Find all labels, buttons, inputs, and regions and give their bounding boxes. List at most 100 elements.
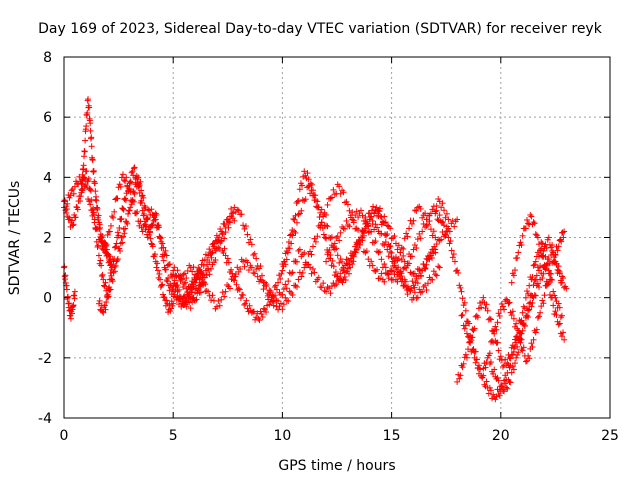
data-point-marker [522, 314, 529, 321]
data-point-marker [320, 280, 327, 287]
data-point-marker [120, 226, 127, 233]
data-point-marker [307, 190, 314, 197]
data-point-marker [140, 194, 147, 201]
data-point-marker [131, 164, 138, 171]
data-point-marker [323, 235, 330, 242]
data-point-marker [539, 297, 546, 304]
data-point-marker [288, 270, 295, 277]
data-point-marker [509, 308, 516, 315]
data-point-marker [555, 243, 562, 250]
data-point-marker [550, 302, 557, 309]
data-point-marker [457, 284, 464, 291]
data-point-marker [221, 293, 228, 300]
data-point-marker [197, 289, 204, 296]
data-point-marker [278, 270, 285, 277]
data-point-marker [513, 320, 520, 327]
data-point-marker [558, 238, 565, 245]
data-point-marker [326, 247, 333, 254]
data-point-marker [502, 380, 509, 387]
data-point-marker [159, 281, 166, 288]
data-point-marker [522, 358, 529, 365]
data-point-marker [189, 299, 196, 306]
data-point-marker [277, 275, 284, 282]
data-point-marker [467, 338, 474, 345]
data-point-marker [416, 266, 423, 273]
data-point-marker [330, 263, 337, 270]
data-point-marker [539, 274, 546, 281]
data-point-marker [433, 207, 440, 214]
data-point-marker [169, 286, 176, 293]
data-point-marker [498, 357, 505, 364]
data-point-marker [556, 269, 563, 276]
data-point-marker [515, 349, 522, 356]
data-point-marker [114, 195, 121, 202]
data-point-marker [208, 254, 215, 261]
data-point-marker [505, 351, 512, 358]
data-point-marker [406, 225, 413, 232]
data-point-marker [425, 253, 431, 260]
data-point-marker [376, 205, 383, 212]
data-point-marker [524, 216, 531, 223]
data-point-marker [504, 385, 511, 392]
data-point-marker [308, 251, 315, 258]
series-t10 [323, 195, 452, 285]
data-point-marker [158, 282, 165, 289]
data-point-marker [121, 196, 128, 203]
data-point-marker [346, 270, 353, 277]
data-point-marker [219, 289, 226, 296]
data-point-marker [445, 234, 452, 241]
data-point-marker [530, 262, 537, 269]
data-point-marker [327, 290, 334, 297]
data-point-marker [336, 276, 343, 283]
data-point-marker [144, 234, 151, 241]
data-point-marker [275, 279, 282, 286]
data-point-marker [327, 252, 334, 259]
data-point-marker [289, 232, 296, 239]
y-tick-label: 0 [43, 291, 52, 307]
data-point-marker [318, 206, 325, 213]
data-point-marker [334, 273, 341, 280]
data-point-marker [525, 307, 532, 314]
data-point-marker [379, 218, 386, 225]
data-point-marker [226, 285, 233, 292]
data-point-marker [122, 225, 129, 232]
data-point-marker [553, 260, 560, 267]
data-point-marker [443, 210, 450, 217]
data-point-marker [110, 269, 117, 276]
data-point-marker [116, 181, 123, 188]
series-t5 [95, 174, 177, 316]
data-point-marker [65, 293, 72, 300]
data-point-marker [102, 279, 109, 286]
data-point-marker [510, 272, 517, 279]
data-point-marker [295, 276, 302, 283]
data-point-marker [498, 381, 505, 388]
data-point-marker [157, 276, 164, 283]
data-point-marker [391, 259, 398, 266]
data-point-marker [495, 310, 502, 317]
data-point-marker [552, 308, 559, 315]
data-point-marker [510, 345, 517, 352]
data-point-marker [107, 270, 114, 277]
data-point-marker [559, 229, 566, 236]
data-point-marker [298, 207, 305, 214]
data-point-marker [534, 280, 541, 287]
data-point-marker [514, 351, 521, 358]
data-point-marker [434, 216, 441, 223]
data-point-marker [460, 360, 467, 367]
data-point-marker [343, 256, 350, 263]
data-point-marker [254, 273, 261, 280]
data-point-marker [298, 273, 305, 280]
data-point-marker [560, 275, 567, 282]
data-point-marker [230, 209, 237, 216]
data-point-marker [337, 256, 344, 263]
data-point-marker [458, 312, 465, 319]
data-point-marker [508, 279, 515, 286]
data-point-marker [99, 271, 106, 278]
data-point-marker [299, 196, 306, 203]
x-tick-label: 15 [383, 428, 401, 444]
data-point-marker [350, 219, 357, 226]
chart-title: Day 169 of 2023, Sidereal Day-to-day VTE… [38, 21, 603, 37]
data-point-marker [391, 233, 398, 240]
data-point-marker [520, 344, 527, 351]
data-point-marker [486, 315, 493, 322]
